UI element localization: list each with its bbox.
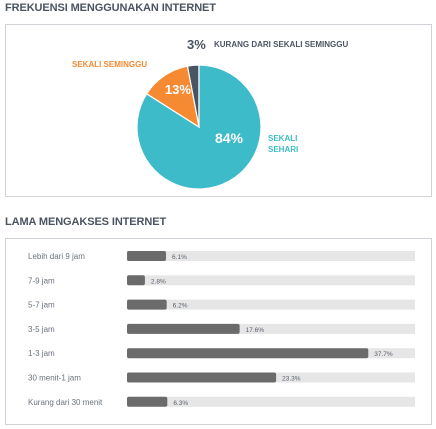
bar-track [127, 323, 415, 334]
bar [127, 275, 145, 286]
pie-slice [145, 65, 200, 129]
duration-panel: Lebih dari 9 jam 6.1% 7-9 jam 2.8% 5-7 jam 6.… [5, 238, 432, 425]
bar-track [127, 251, 415, 261]
bar [127, 251, 167, 261]
bar-category-label: Lebih dari 9 jam [28, 252, 85, 261]
pie-category-label: SEKALI [268, 134, 297, 143]
bar-track [127, 275, 415, 286]
bar-value-label: 6.2% [173, 303, 188, 310]
bar [127, 299, 167, 310]
bar-track [127, 299, 415, 310]
bar-category-label: 30 menit-1 jam [28, 374, 81, 383]
pie-value-label: 13% [165, 82, 191, 97]
bar-value-label: 23.3% [282, 376, 301, 383]
duration-section-title: LAMA MENGAKSES INTERNET [5, 216, 167, 228]
bar [127, 372, 277, 383]
frequency-pie-chart: 84% SEKALI SEHARI 13% SEKALI SEMINGGU 3% KURAN… [72, 37, 348, 190]
bar-value-label: 2.8% [151, 278, 166, 285]
pie-value-label: 3% [187, 37, 206, 52]
bar-value-label: 17.6% [246, 327, 265, 334]
frequency-panel: 84% SEKALI SEHARI 13% SEKALI SEMINGGU 3% KURAN… [5, 24, 432, 197]
bar-track [127, 396, 415, 407]
bar [127, 323, 240, 334]
duration-bar-chart: Lebih dari 9 jam 6.1% 7-9 jam 2.8% 5-7 jam 6.… [28, 251, 415, 407]
frequency-section-title: FREKUENSI MENGGUNAKAN INTERNET [5, 2, 216, 14]
bar-category-label: 1-3 jam [28, 349, 55, 358]
pie-category-label: KURANG DARI SEKALI SEMINGGU [214, 40, 348, 49]
bar-category-label: Kurang dari 30 menit [28, 398, 103, 407]
bar [127, 396, 168, 407]
bar-value-label: 6.1% [172, 254, 187, 261]
bar-category-label: 7-9 jam [28, 276, 55, 285]
bar-category-label: 3-5 jam [28, 325, 55, 334]
pie-value-label: 84% [215, 130, 244, 146]
bar-value-label: 6.3% [173, 400, 188, 407]
bar-category-label: 5-7 jam [28, 301, 55, 310]
bar-value-label: 37.7% [374, 351, 393, 358]
pie-category-label: SEKALI SEMINGGU [72, 60, 147, 69]
pie-category-label: SEHARI [268, 145, 298, 154]
bar [127, 348, 369, 359]
